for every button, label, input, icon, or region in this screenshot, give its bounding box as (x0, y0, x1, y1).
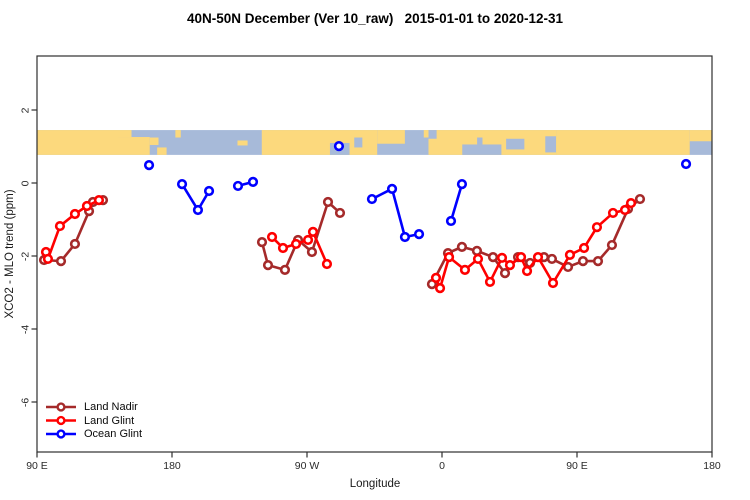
y-tick-label: 2 (19, 107, 32, 113)
x-tick-label: 90 W (294, 460, 320, 472)
x-tick-label: 180 (703, 460, 721, 472)
legend-label-ocean-glint: Ocean Glint (84, 428, 143, 440)
x-axis-label: Longitude (349, 478, 401, 490)
y-tick-label: -6 (19, 397, 32, 407)
y-axis-label: XCO2 - MLO trend (ppm) (4, 189, 16, 319)
legend-label-land-nadir: Land Nadir (84, 401, 138, 413)
legend-label-land-glint: Land Glint (84, 414, 135, 427)
x-tick-label: 0 (439, 460, 445, 472)
chart-title: 40N-50N December (Ver 10_raw) 2015-01-01… (187, 11, 563, 26)
y-tick-label: -2 (19, 251, 32, 261)
y-tick-label: 0 (19, 180, 32, 186)
x-tick-label: 180 (163, 460, 181, 472)
x-tick-label: 90 E (566, 460, 588, 472)
y-tick-label: -4 (19, 324, 32, 334)
x-tick-label: 90 E (26, 460, 48, 472)
